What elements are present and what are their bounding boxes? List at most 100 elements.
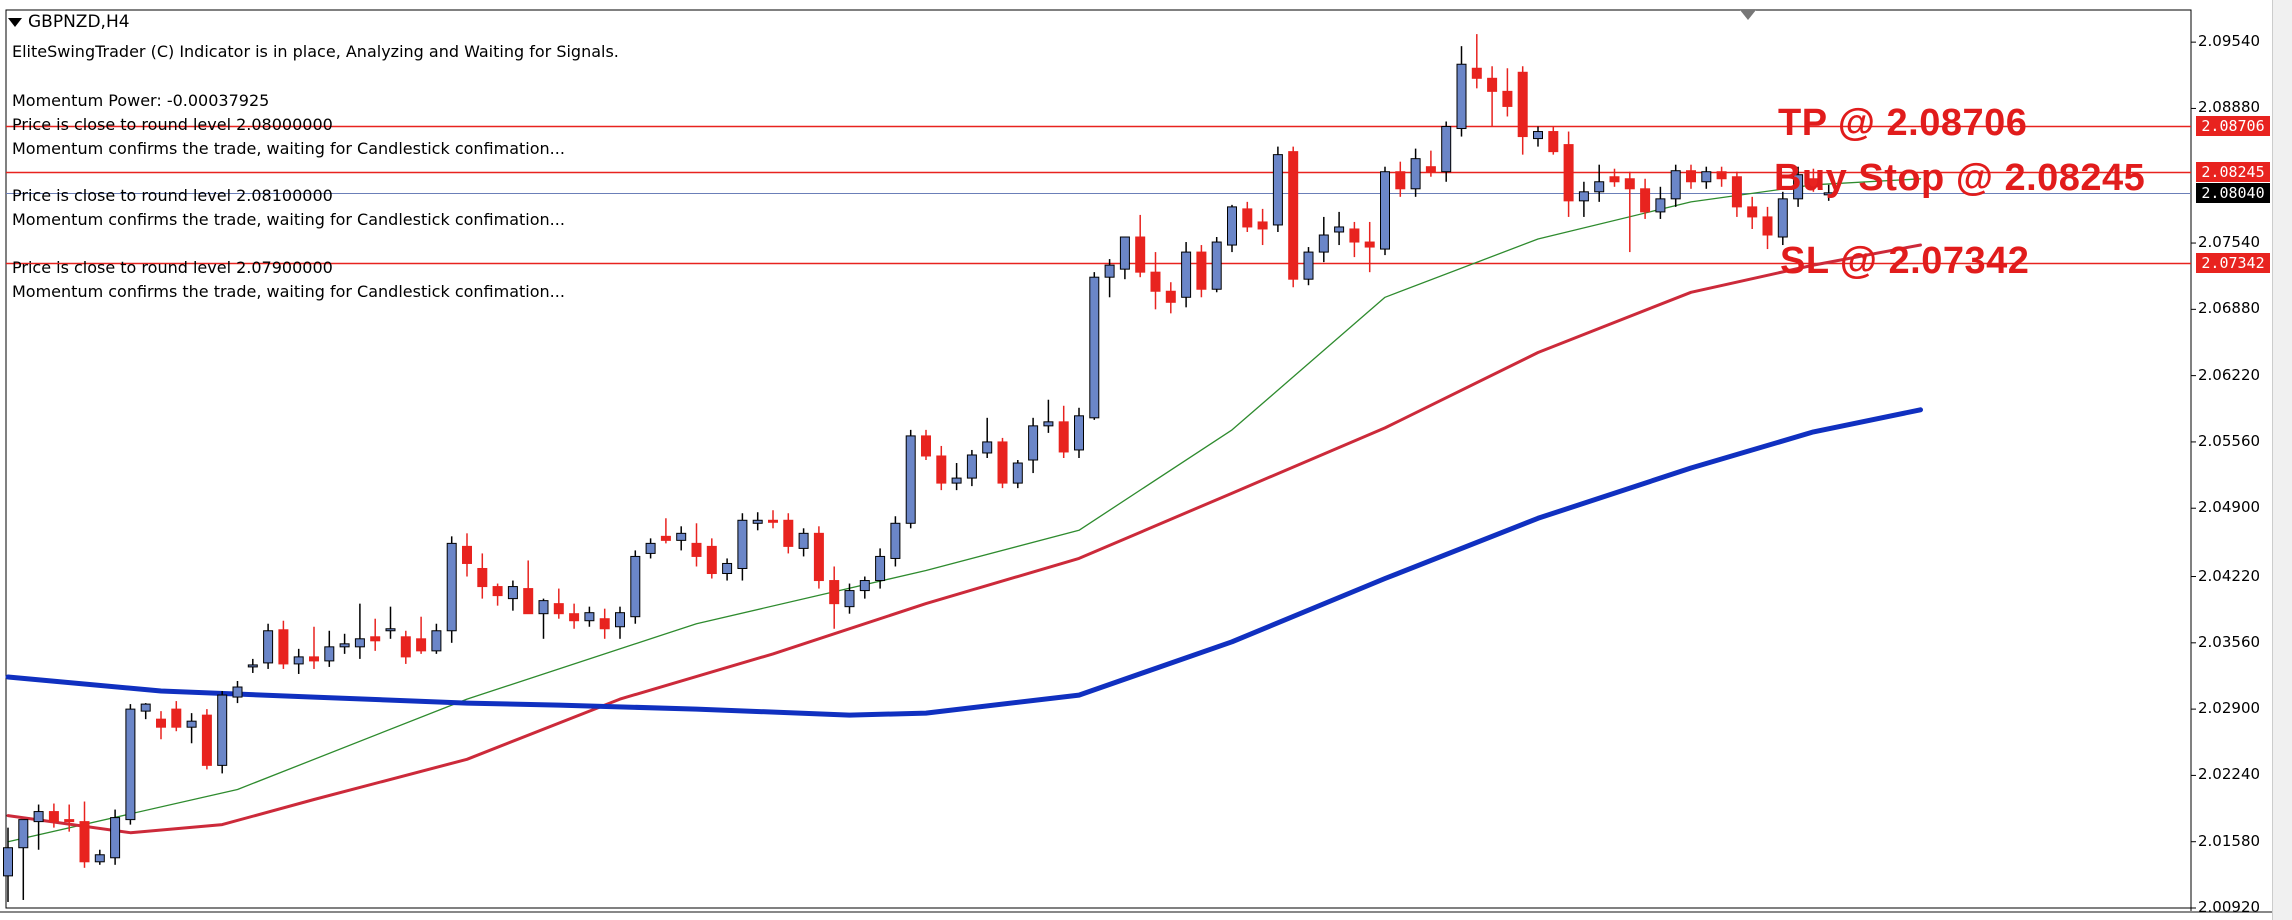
candle-body xyxy=(1303,251,1314,280)
candle-body xyxy=(293,656,304,665)
sl-annotation: SL @ 2.07342 xyxy=(1780,240,2030,282)
candle-body xyxy=(278,629,289,665)
candle xyxy=(1135,214,1146,278)
candle xyxy=(462,533,472,577)
dropdown-triangle-icon[interactable] xyxy=(8,17,22,27)
candle-body xyxy=(1563,144,1574,202)
candle-body xyxy=(1793,174,1804,200)
candle xyxy=(186,713,197,744)
y-axis-label: 2.05560 xyxy=(2198,431,2261,450)
candle xyxy=(339,633,350,654)
candle-body xyxy=(507,586,518,600)
candle xyxy=(1487,66,1498,127)
candle xyxy=(94,849,105,865)
y-axis-label: 2.06220 xyxy=(2198,365,2261,384)
round-level-2-note: Momentum confirms the trade, waiting for… xyxy=(12,210,565,229)
candle xyxy=(293,648,304,674)
candle xyxy=(507,580,518,611)
candle xyxy=(1471,34,1482,89)
candle-body xyxy=(1181,251,1192,298)
candle xyxy=(752,512,763,531)
candle xyxy=(416,616,427,654)
plot-frame xyxy=(5,9,2192,909)
candle-body xyxy=(48,811,59,823)
candle xyxy=(1257,208,1268,246)
candle-body xyxy=(431,630,442,652)
candle xyxy=(1028,417,1039,474)
candle-body xyxy=(354,638,365,648)
candle xyxy=(737,513,748,581)
candle-body xyxy=(186,720,197,728)
candle-body xyxy=(768,519,778,523)
candle-body xyxy=(829,580,840,605)
candle xyxy=(1058,405,1069,458)
candle-body xyxy=(1257,221,1268,230)
candle-body xyxy=(1548,131,1559,153)
candle xyxy=(1777,191,1788,246)
shift-marker-icon[interactable] xyxy=(1740,10,1756,20)
candle-body xyxy=(1119,236,1130,270)
candle xyxy=(431,623,442,654)
candle-body xyxy=(201,714,212,766)
vertical-scrollbar[interactable] xyxy=(2272,0,2292,920)
candle xyxy=(1731,171,1742,217)
candle-body xyxy=(538,600,549,615)
candle xyxy=(370,618,381,651)
candle-body xyxy=(18,819,29,849)
candle-body xyxy=(966,454,977,479)
candle-body xyxy=(1456,63,1467,130)
candle xyxy=(1364,221,1375,273)
candle xyxy=(247,658,258,673)
candle-body xyxy=(1471,67,1482,79)
candle xyxy=(645,538,656,559)
round-level-3: Price is close to round level 2.07900000 xyxy=(12,258,333,277)
candle xyxy=(844,583,855,614)
candle-body xyxy=(1716,171,1727,180)
y-axis-label: 2.04220 xyxy=(2198,566,2261,585)
ma-fast-line xyxy=(7,178,1922,843)
candle xyxy=(1502,68,1513,117)
candle xyxy=(1380,166,1390,256)
candle-body xyxy=(1165,290,1176,303)
candle-body xyxy=(492,586,503,597)
candle-body xyxy=(951,477,962,484)
candle xyxy=(309,626,319,669)
candle xyxy=(691,523,702,567)
candle xyxy=(905,429,916,529)
candle xyxy=(1288,146,1299,288)
candle xyxy=(722,558,733,581)
candle xyxy=(1104,259,1115,298)
candle-body xyxy=(890,522,901,559)
candle xyxy=(569,603,580,629)
candle xyxy=(997,437,1008,489)
candle-body xyxy=(1777,198,1788,238)
candle-body xyxy=(1594,181,1605,193)
candle-body xyxy=(1517,71,1528,138)
candle xyxy=(1640,178,1651,219)
candle-body xyxy=(1380,171,1390,250)
candle-body xyxy=(982,441,993,454)
candle-body xyxy=(599,618,610,630)
candle-body xyxy=(110,817,121,859)
candle xyxy=(232,680,243,704)
candle xyxy=(171,701,182,732)
candle xyxy=(783,513,794,554)
candle-body xyxy=(1640,188,1651,213)
candle xyxy=(1303,247,1314,286)
candle xyxy=(140,703,151,720)
candle xyxy=(890,516,901,567)
candle-body xyxy=(171,708,182,728)
candle-body xyxy=(875,555,886,582)
candle xyxy=(125,704,136,825)
ma-mid-line xyxy=(6,243,1922,835)
candle xyxy=(829,566,840,629)
candle-body xyxy=(691,542,702,557)
candle xyxy=(64,804,75,832)
candle-body xyxy=(798,532,809,549)
candle-body xyxy=(1211,241,1222,290)
ma-slow-line xyxy=(5,407,1923,718)
candle xyxy=(1701,166,1712,189)
candle xyxy=(492,583,503,606)
